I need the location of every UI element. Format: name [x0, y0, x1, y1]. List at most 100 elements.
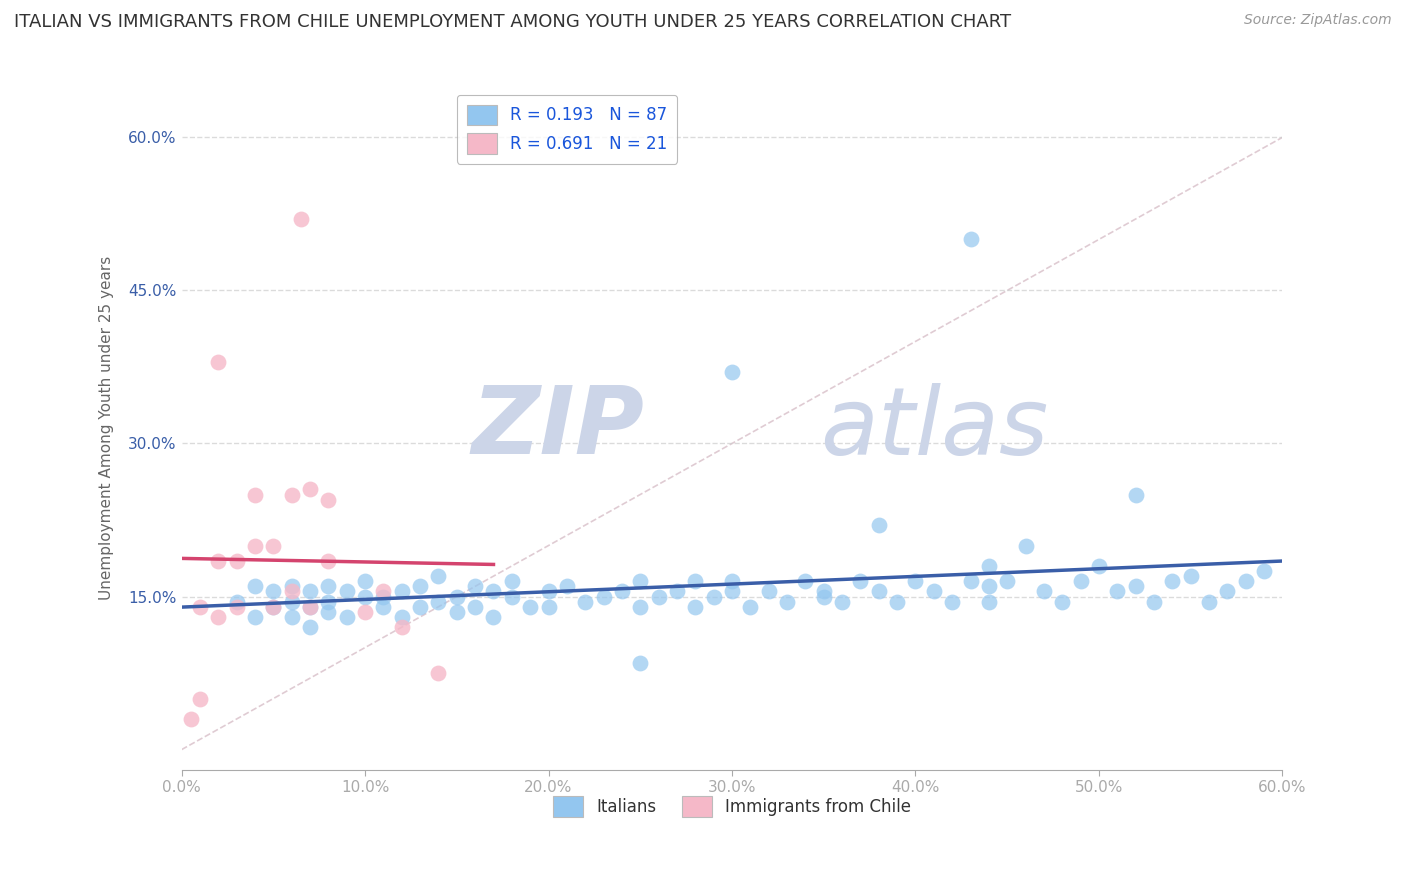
Point — [188, 599, 211, 614]
Point — [391, 610, 413, 624]
Point — [1125, 487, 1147, 501]
Point — [373, 590, 395, 604]
Point — [180, 712, 202, 726]
Point — [207, 355, 229, 369]
Point — [501, 590, 523, 604]
Point — [225, 594, 247, 608]
Point — [977, 579, 1000, 593]
Point — [446, 590, 468, 604]
Point — [868, 584, 890, 599]
Point — [427, 594, 450, 608]
Point — [977, 558, 1000, 573]
Point — [831, 594, 853, 608]
Point — [995, 574, 1018, 589]
Point — [886, 594, 908, 608]
Point — [243, 487, 266, 501]
Point — [647, 590, 669, 604]
Point — [336, 584, 359, 599]
Point — [904, 574, 927, 589]
Point — [1234, 574, 1257, 589]
Point — [1161, 574, 1184, 589]
Point — [1198, 594, 1220, 608]
Text: ITALIAN VS IMMIGRANTS FROM CHILE UNEMPLOYMENT AMONG YOUTH UNDER 25 YEARS CORRELA: ITALIAN VS IMMIGRANTS FROM CHILE UNEMPLO… — [14, 13, 1011, 31]
Point — [721, 574, 744, 589]
Point — [628, 599, 651, 614]
Point — [280, 584, 302, 599]
Y-axis label: Unemployment Among Youth under 25 years: Unemployment Among Youth under 25 years — [100, 256, 114, 600]
Point — [391, 584, 413, 599]
Text: ZIP: ZIP — [471, 382, 644, 475]
Point — [776, 594, 799, 608]
Point — [685, 599, 707, 614]
Point — [318, 492, 340, 507]
Point — [813, 584, 835, 599]
Point — [225, 599, 247, 614]
Point — [318, 605, 340, 619]
Point — [628, 656, 651, 670]
Point — [740, 599, 762, 614]
Point — [959, 574, 981, 589]
Point — [1180, 569, 1202, 583]
Point — [243, 539, 266, 553]
Point — [354, 590, 377, 604]
Point — [262, 539, 284, 553]
Point — [685, 574, 707, 589]
Point — [427, 569, 450, 583]
Point — [318, 579, 340, 593]
Point — [665, 584, 688, 599]
Point — [262, 599, 284, 614]
Point — [959, 232, 981, 246]
Point — [299, 599, 322, 614]
Point — [628, 574, 651, 589]
Point — [794, 574, 817, 589]
Point — [299, 599, 322, 614]
Point — [813, 590, 835, 604]
Point — [868, 518, 890, 533]
Point — [464, 599, 486, 614]
Point — [849, 574, 872, 589]
Point — [482, 610, 505, 624]
Point — [262, 599, 284, 614]
Point — [243, 610, 266, 624]
Point — [262, 584, 284, 599]
Point — [1070, 574, 1092, 589]
Point — [721, 584, 744, 599]
Point — [391, 620, 413, 634]
Point — [501, 574, 523, 589]
Text: atlas: atlas — [820, 383, 1049, 474]
Point — [354, 605, 377, 619]
Point — [427, 666, 450, 681]
Point — [537, 584, 560, 599]
Point — [610, 584, 633, 599]
Point — [318, 594, 340, 608]
Point — [1125, 579, 1147, 593]
Point — [1253, 564, 1275, 578]
Point — [1052, 594, 1074, 608]
Point — [977, 594, 1000, 608]
Point — [721, 365, 744, 379]
Point — [574, 594, 596, 608]
Point — [243, 579, 266, 593]
Point — [280, 579, 302, 593]
Point — [354, 574, 377, 589]
Point — [1032, 584, 1054, 599]
Point — [555, 579, 578, 593]
Point — [280, 487, 302, 501]
Text: Source: ZipAtlas.com: Source: ZipAtlas.com — [1244, 13, 1392, 28]
Point — [280, 610, 302, 624]
Point — [1107, 584, 1129, 599]
Point — [373, 599, 395, 614]
Point — [537, 599, 560, 614]
Point — [592, 590, 614, 604]
Point — [922, 584, 945, 599]
Point — [446, 605, 468, 619]
Point — [519, 599, 541, 614]
Point — [758, 584, 780, 599]
Point — [299, 584, 322, 599]
Point — [703, 590, 725, 604]
Point — [1143, 594, 1166, 608]
Point — [409, 579, 432, 593]
Point — [1088, 558, 1111, 573]
Point — [336, 610, 359, 624]
Point — [299, 620, 322, 634]
